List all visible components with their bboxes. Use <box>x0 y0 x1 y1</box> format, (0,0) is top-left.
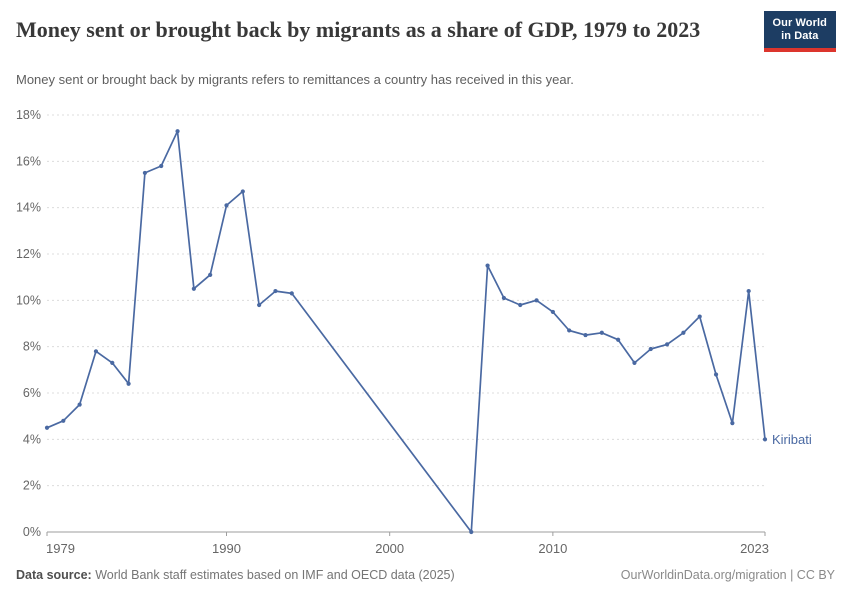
data-point[interactable] <box>126 381 131 386</box>
chart-title: Money sent or brought back by migrants a… <box>16 17 701 42</box>
y-axis-tick-label: 10% <box>16 293 41 307</box>
x-axis-tick-label: 2010 <box>538 541 567 556</box>
y-axis-tick-label: 18% <box>16 108 41 122</box>
data-point[interactable] <box>730 421 735 426</box>
data-source-note: Data source: World Bank staff estimates … <box>16 567 455 584</box>
data-point[interactable] <box>632 360 637 365</box>
data-point[interactable] <box>616 337 621 342</box>
x-axis-tick-label: 2023 <box>740 541 769 556</box>
data-point[interactable] <box>485 263 490 268</box>
data-point[interactable] <box>191 286 196 291</box>
data-point[interactable] <box>599 330 604 335</box>
data-source-label: Data source: <box>16 568 92 582</box>
data-point[interactable] <box>93 349 99 354</box>
data-point[interactable] <box>273 288 278 294</box>
x-axis-tick-label: 2000 <box>375 541 404 556</box>
data-point[interactable] <box>697 314 702 319</box>
data-point[interactable] <box>713 372 719 377</box>
owid-logo-line2: in Data <box>781 30 819 42</box>
data-source-text: World Bank staff estimates based on IMF … <box>95 568 455 582</box>
data-point[interactable] <box>175 129 180 134</box>
y-axis-tick-label: 14% <box>16 201 41 215</box>
data-point[interactable] <box>44 425 50 430</box>
owid-logo[interactable]: Our World in Data <box>763 11 836 52</box>
y-axis-tick-label: 12% <box>16 247 41 261</box>
y-axis-tick-label: 6% <box>23 386 41 400</box>
data-point[interactable] <box>224 203 229 208</box>
y-axis-tick-label: 4% <box>23 432 41 446</box>
data-point[interactable] <box>648 346 653 352</box>
data-point[interactable] <box>240 189 245 194</box>
credit-link[interactable]: OurWorldinData.org/migration | CC BY <box>620 568 835 582</box>
data-point[interactable] <box>567 328 572 333</box>
line-chart[interactable]: 0% 2% 4% 6% 8% 10% 12% 14% 16% 18% 1979 1990 2000 201… <box>0 100 850 562</box>
data-point[interactable] <box>664 342 670 347</box>
y-axis-tick-label: 16% <box>16 154 41 168</box>
owid-logo-line1: Our World <box>772 17 827 29</box>
data-point[interactable] <box>534 298 539 303</box>
data-point[interactable] <box>77 402 82 407</box>
x-axis-tick-label: 1990 <box>212 541 241 556</box>
y-axis-tick-label: 0% <box>23 525 41 539</box>
data-point[interactable] <box>746 288 751 294</box>
entity-label[interactable]: Kiribati <box>772 432 812 447</box>
data-point[interactable] <box>518 302 523 308</box>
data-line[interactable] <box>46 130 766 533</box>
data-point[interactable] <box>110 360 115 365</box>
line-chart-svg[interactable]: 0% 2% 4% 6% 8% 10% 12% 14% 16% 18% 1979 1990 2000 201… <box>0 100 850 562</box>
data-point[interactable] <box>681 330 686 335</box>
y-axis-tick-label: 8% <box>23 340 41 354</box>
data-point[interactable] <box>257 302 262 308</box>
chart-footer: Data source: World Bank staff estimates … <box>16 567 835 584</box>
data-point[interactable] <box>550 309 555 315</box>
data-point[interactable] <box>159 163 164 169</box>
data-point[interactable] <box>583 332 588 338</box>
data-point[interactable] <box>61 418 66 423</box>
data-point[interactable] <box>208 272 213 277</box>
data-point[interactable] <box>289 291 294 296</box>
data-point[interactable] <box>762 437 768 442</box>
y-axis-tick-label: 2% <box>23 479 41 493</box>
data-point[interactable] <box>469 529 474 535</box>
x-axis-tick-label: 1979 <box>46 541 75 556</box>
chart-subtitle: Money sent or brought back by migrants r… <box>16 72 574 87</box>
data-point[interactable] <box>142 170 148 176</box>
data-point[interactable] <box>501 295 507 301</box>
